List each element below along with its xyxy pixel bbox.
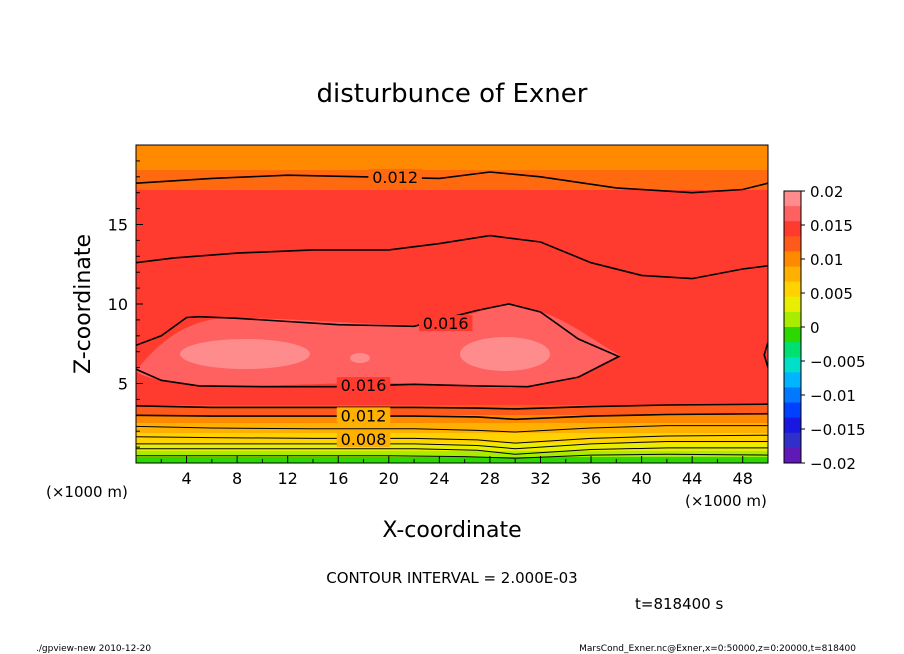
contour-label-bg-2 <box>336 377 391 394</box>
contour-label-bg-1 <box>418 315 473 332</box>
contour-line-6 <box>136 403 768 410</box>
colorbar-swatch <box>784 327 801 343</box>
colorbar-swatch <box>784 432 801 449</box>
x-axis-label: X-coordinate <box>382 518 521 543</box>
contour-line-10 <box>136 171 768 194</box>
x-tick-label-12: 12 <box>278 469 298 488</box>
x-tick-label-24: 24 <box>429 469 449 488</box>
colorbar-label: 0.005 <box>810 285 853 303</box>
colorbar-swatch <box>784 372 801 388</box>
x-tick-label-40: 40 <box>631 469 651 488</box>
contour-label-3: 0.012 <box>341 406 387 425</box>
x-tick-label-8: 8 <box>232 469 242 488</box>
contour-labels: 0.012 0.016 0.016 0.012 0.008 <box>336 168 473 449</box>
colorbar-label: −0.01 <box>810 387 856 405</box>
core-peak-right <box>460 337 550 371</box>
x-axis-ticks: 4 8 12 16 20 24 28 32 36 40 44 48 <box>160 456 753 488</box>
colorbar-swatch <box>784 251 801 268</box>
time-text: t=818400 s <box>635 595 723 613</box>
colorbar-label: 0.015 <box>810 217 853 235</box>
band-low6 <box>136 451 768 457</box>
y-tick-label-15: 15 <box>108 216 128 235</box>
contour-line-3 <box>136 434 768 444</box>
colorbar-swatch <box>784 387 801 404</box>
x-unit-left: (×1000 m) <box>46 483 128 501</box>
band-low1 <box>136 405 768 415</box>
band-upper <box>136 170 768 190</box>
colorbar-label: 0.01 <box>810 251 843 269</box>
colorbar-swatch <box>784 236 801 252</box>
band-low5 <box>136 443 768 451</box>
core-peak-center <box>350 353 370 363</box>
contour-line-4 <box>136 425 768 433</box>
chart-title: disturbunce of Exner <box>317 79 588 109</box>
y-tick-label-5: 5 <box>118 375 128 394</box>
colorbar-swatch <box>784 191 801 207</box>
contour-label-bg-0 <box>368 168 422 185</box>
contour-lines <box>136 171 768 459</box>
band-low2 <box>136 415 768 423</box>
colorbar-swatch <box>784 206 801 222</box>
colorbar-swatch <box>784 447 801 464</box>
x-tick-label-36: 36 <box>581 469 601 488</box>
contour-line-2 <box>136 441 768 450</box>
colorbar-swatch <box>784 342 801 358</box>
contour-label-0: 0.012 <box>372 168 418 187</box>
x-tick-label-4: 4 <box>181 469 191 488</box>
contour-label-4: 0.008 <box>341 430 387 449</box>
x-tick-label-44: 44 <box>682 469 702 488</box>
band-bottom <box>136 457 768 463</box>
colorbar-swatch <box>784 402 801 419</box>
contour-label-2: 0.016 <box>341 376 387 395</box>
colorbar-swatch <box>784 281 801 298</box>
colorbar-label: 0 <box>810 319 820 337</box>
x-tick-label-32: 32 <box>530 469 550 488</box>
x-unit-right: (×1000 m) <box>685 492 767 510</box>
contour-label-bg-4 <box>336 431 391 448</box>
colorbar-swatch <box>784 311 801 328</box>
band-low3 <box>136 423 768 433</box>
colorbar-label: −0.02 <box>810 455 856 473</box>
contour-line-1 <box>136 447 768 455</box>
contour-label-1: 0.016 <box>423 314 469 333</box>
contour-line-8 <box>763 341 768 368</box>
y-axis-label: Z-coordinate <box>71 234 96 374</box>
x-tick-label-16: 16 <box>328 469 348 488</box>
core-peak-left <box>180 339 310 369</box>
colorbar-label: −0.005 <box>810 353 866 371</box>
colorbar-swatch <box>784 357 801 373</box>
contour-interval-text: CONTOUR INTERVAL = 2.000E-03 <box>326 569 577 587</box>
band-low4 <box>136 433 768 443</box>
colorbar: 0.02 0.015 0.01 0.005 0 −0.005 −0.01 −0.015 −0.0… <box>783 183 866 473</box>
colorbar-swatch <box>784 417 801 434</box>
contour-line-7 <box>136 303 621 388</box>
contour-line-5 <box>136 412 768 421</box>
band-top <box>136 145 768 170</box>
y-axis-ticks: 5 10 15 <box>108 160 143 448</box>
contour-line-0 <box>136 453 768 459</box>
contour-label-bg-3 <box>336 407 391 424</box>
x-tick-label-20: 20 <box>379 469 399 488</box>
colorbar-label: 0.02 <box>810 183 843 201</box>
y-tick-label-10: 10 <box>108 295 128 314</box>
x-tick-label-48: 48 <box>733 469 753 488</box>
plot-area <box>136 145 768 463</box>
colorbar-swatch <box>784 266 801 283</box>
footer-left: ./gpview-new 2010-12-20 <box>36 644 151 654</box>
footer-right: MarsCond_Exner.nc@Exner,x=0:50000,z=0:20… <box>579 644 856 654</box>
colorbar-swatch <box>784 221 801 237</box>
x-tick-label-28: 28 <box>480 469 500 488</box>
colorbar-swatch <box>784 296 801 313</box>
contour-line-9 <box>136 234 768 280</box>
colorbar-label: −0.015 <box>810 421 866 439</box>
